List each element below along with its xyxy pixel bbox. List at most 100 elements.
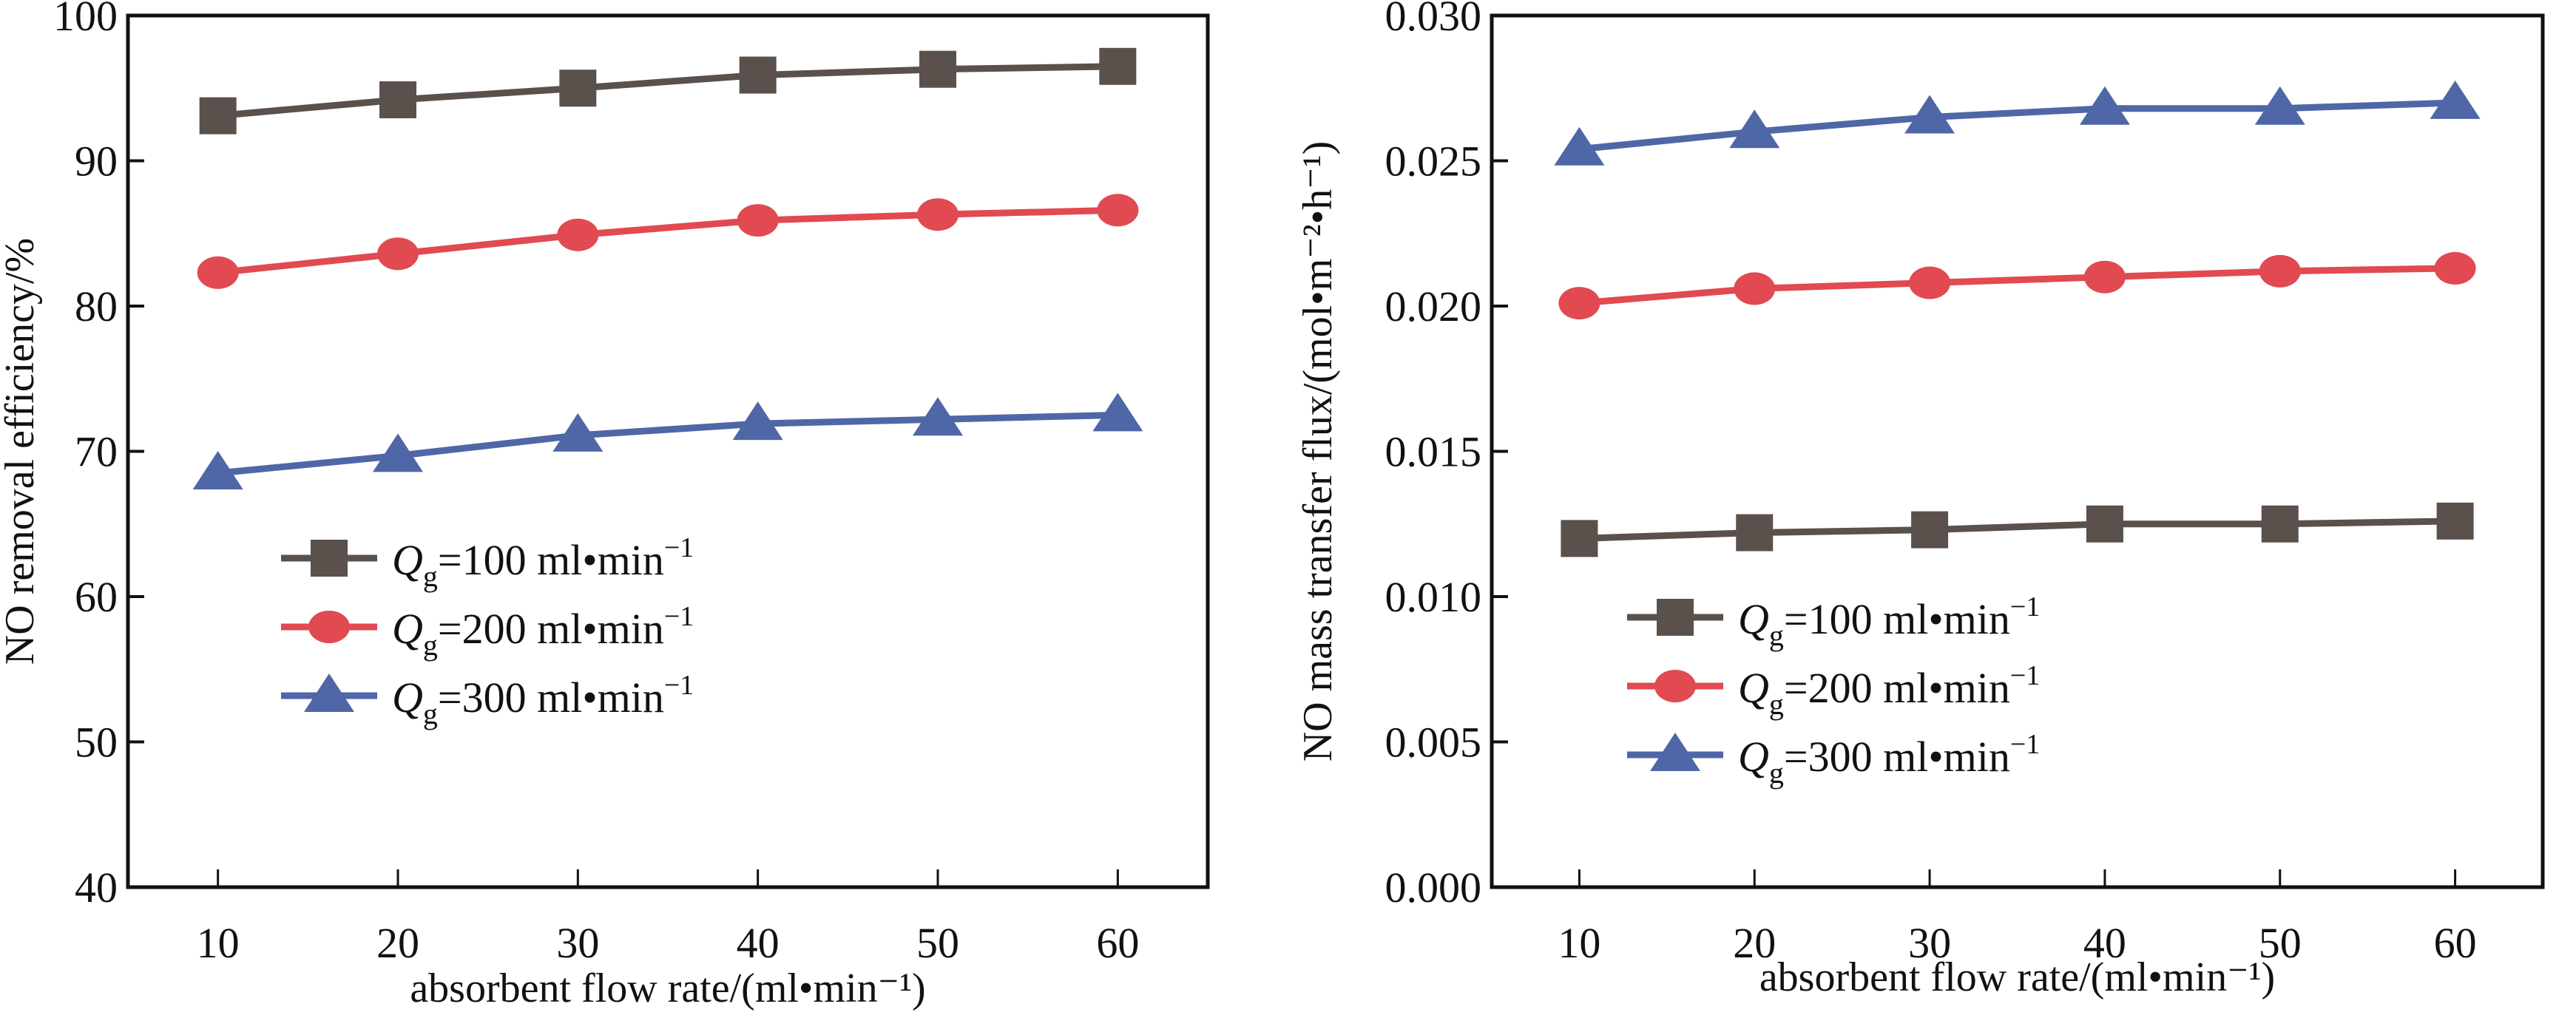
x-tick-label: 10 — [1558, 919, 1600, 967]
data-point-square — [1099, 47, 1137, 85]
legend-item: Qg=200 ml•min−1 — [281, 601, 694, 662]
legend-marker-square — [1657, 599, 1694, 636]
y-axis-title: NO mass transfer flux/(mol•m⁻²•h⁻¹) — [1295, 141, 1341, 762]
y-tick-label: 0.010 — [1385, 573, 1482, 621]
data-point-square — [559, 69, 597, 107]
legend-marker-triangle — [1650, 733, 1700, 771]
x-tick-label: 40 — [737, 919, 780, 967]
data-point-triangle — [1729, 109, 1780, 149]
data-point-triangle — [2430, 80, 2481, 119]
y-tick-label: 80 — [75, 282, 118, 330]
data-point-triangle — [1092, 393, 1143, 432]
x-tick-label: 60 — [2434, 919, 2477, 967]
data-point-triangle — [192, 450, 243, 489]
data-point-square — [2436, 502, 2474, 540]
y-tick-label: 70 — [75, 428, 118, 476]
data-point-circle — [737, 204, 779, 237]
y-tick-label: 0.015 — [1385, 428, 1482, 476]
series-triangle — [1554, 80, 2481, 166]
legend-label: Qg=200 ml•min−1 — [1738, 660, 2040, 721]
series-line — [217, 63, 1118, 120]
data-point-triangle — [2079, 86, 2130, 125]
series-circle — [197, 194, 1139, 289]
x-tick-label: 60 — [1096, 919, 1139, 967]
legend-label: Qg=100 ml•min−1 — [392, 532, 694, 593]
legend-item: Qg=100 ml•min−1 — [281, 532, 694, 593]
data-point-square — [739, 56, 777, 94]
data-point-circle — [1734, 272, 1776, 305]
data-point-triangle — [2254, 86, 2305, 125]
data-point-circle — [2083, 260, 2126, 293]
series-line — [1579, 518, 2455, 542]
legend-label: Qg=200 ml•min−1 — [392, 601, 694, 662]
y-tick-label: 0.030 — [1385, 0, 1482, 40]
series-square — [1561, 502, 2474, 557]
series-line — [217, 206, 1118, 276]
legend-label: Qg=100 ml•min−1 — [1738, 591, 2040, 652]
x-tick-label: 40 — [2083, 919, 2126, 967]
data-point-triangle — [373, 433, 423, 472]
legend-marker-triangle — [304, 673, 354, 712]
data-point-circle — [1558, 287, 1600, 320]
x-tick-label: 10 — [197, 919, 240, 967]
series-square — [199, 47, 1137, 135]
y-tick-label: 40 — [75, 863, 118, 912]
x-tick-label: 50 — [916, 919, 959, 967]
legend-label: Qg=300 ml•min−1 — [1738, 729, 2040, 790]
data-point-square — [1561, 520, 1598, 557]
x-axis-title: absorbent flow rate/(ml•min⁻¹) — [1759, 954, 2275, 1000]
y-tick-label: 100 — [53, 0, 118, 40]
data-point-square — [2086, 505, 2123, 543]
series-line — [217, 411, 1118, 477]
data-point-triangle — [1904, 95, 1955, 134]
data-point-triangle — [1554, 126, 1605, 166]
legend-marker-circle — [308, 611, 350, 643]
legend-item: Qg=300 ml•min−1 — [1627, 729, 2040, 790]
data-point-circle — [1097, 194, 1139, 227]
data-point-triangle — [732, 401, 783, 441]
legend-item: Qg=300 ml•min−1 — [281, 670, 694, 730]
x-tick-label: 30 — [1908, 919, 1951, 967]
series-triangle — [192, 393, 1143, 489]
series-line — [1579, 265, 2455, 307]
data-point-circle — [197, 256, 239, 289]
y-tick-label: 50 — [75, 719, 118, 767]
data-point-circle — [2434, 251, 2476, 285]
y-axis-title: NO removal efficiency/% — [0, 238, 43, 665]
data-point-square — [1911, 511, 1949, 549]
y-tick-label: 0.005 — [1385, 719, 1482, 767]
x-tick-label: 50 — [2259, 919, 2302, 967]
y-tick-label: 90 — [75, 138, 118, 186]
data-point-square — [1736, 514, 1774, 552]
x-tick-label: 20 — [376, 919, 419, 967]
data-point-square — [379, 81, 416, 118]
legend-marker-square — [311, 540, 348, 577]
x-tick-label: 20 — [1733, 919, 1776, 967]
data-point-circle — [2259, 254, 2301, 288]
data-point-circle — [377, 237, 419, 271]
x-tick-label: 30 — [556, 919, 599, 967]
data-point-triangle — [552, 413, 604, 452]
data-point-square — [919, 50, 956, 88]
legend-item: Qg=100 ml•min−1 — [1627, 591, 2040, 652]
legend-label: Qg=300 ml•min−1 — [392, 670, 694, 730]
data-point-square — [199, 97, 237, 135]
series-circle — [1558, 251, 2476, 320]
legend-marker-circle — [1654, 670, 1696, 702]
chart-mass-transfer-flux: 0.000 0.005 0.010 0.015 0.020 0.025 0.030 10 20 3… — [1295, 0, 2545, 1000]
data-point-circle — [557, 218, 599, 251]
data-point-triangle — [913, 397, 963, 436]
y-tick-label: 0.025 — [1385, 138, 1482, 186]
chart-removal-efficiency: 40 50 60 70 80 90 100 10 20 30 40 50 60 absorbent flo… — [0, 0, 1210, 1011]
data-point-square — [2261, 505, 2299, 543]
y-tick-label: 60 — [75, 573, 118, 621]
data-point-circle — [917, 198, 959, 231]
y-tick-label: 0.020 — [1385, 282, 1482, 330]
legend-item: Qg=200 ml•min−1 — [1627, 660, 2040, 721]
series-line — [1578, 99, 2455, 153]
x-axis-title: absorbent flow rate/(ml•min⁻¹) — [410, 966, 925, 1011]
plot-frame — [126, 13, 1210, 889]
data-point-circle — [1909, 266, 1951, 299]
y-tick-label: 0.000 — [1385, 863, 1482, 912]
